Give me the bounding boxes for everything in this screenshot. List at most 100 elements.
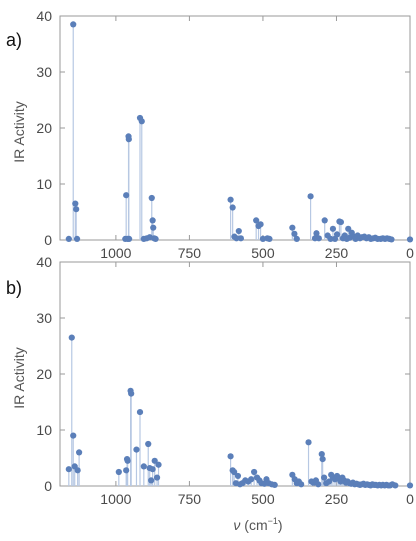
data-point (315, 481, 322, 488)
data-point (68, 334, 75, 341)
data-point (155, 461, 162, 468)
data-point (257, 221, 264, 228)
data-point (237, 235, 244, 242)
data-point (392, 482, 399, 489)
data-point (153, 474, 161, 481)
data-point (149, 466, 156, 473)
y-tick-label: 40 (36, 8, 52, 24)
data-point (227, 196, 234, 203)
data-point (70, 432, 77, 439)
x-tick-label: 750 (178, 491, 202, 507)
data-point (327, 235, 334, 242)
stem-lines (68, 337, 411, 486)
data-point (125, 136, 132, 143)
data-point (123, 467, 130, 474)
x-tick-label: 0 (406, 245, 414, 261)
data-point (231, 468, 238, 476)
data-point (133, 446, 140, 453)
data-point (313, 230, 320, 237)
data-point (289, 224, 296, 231)
data-point (150, 224, 157, 231)
data-point (70, 21, 77, 28)
y-tick-label: 40 (36, 254, 52, 270)
data-point (148, 194, 155, 202)
data-point (319, 456, 326, 463)
data-point (73, 206, 80, 213)
y-tick-label: 0 (44, 232, 52, 248)
y-axis-title: IR Activity (11, 347, 27, 408)
data-point (229, 204, 236, 211)
data-point (145, 440, 152, 448)
data-point (329, 225, 337, 232)
data-point (315, 235, 322, 242)
data-point (65, 235, 72, 242)
data-point (298, 481, 305, 488)
data-point (406, 482, 414, 489)
panel-label: b) (6, 278, 22, 298)
data-point (227, 453, 234, 460)
data-point (234, 472, 242, 480)
data-point (305, 439, 312, 446)
y-tick-label: 20 (36, 366, 52, 382)
chart-panel-b: 0 10 20 30 40 1000 750 500 250 0 IR Activity b) (6, 254, 414, 507)
y-tick-label: 30 (36, 64, 52, 80)
data-point (72, 200, 79, 207)
data-point (128, 390, 135, 397)
data-point (318, 450, 325, 458)
x-axis-title: ν (cm−1) (233, 516, 282, 533)
data-point (152, 235, 159, 242)
data-point (73, 235, 81, 242)
data-point (124, 457, 131, 464)
chart-panel-a: 0 10 20 30 40 1000 750 500 250 0 IR Activity a) (6, 8, 414, 261)
data-point (235, 227, 242, 235)
x-tick-label: 250 (325, 245, 349, 261)
data-points (65, 21, 414, 243)
panel-label: a) (6, 30, 22, 50)
data-point (266, 235, 273, 242)
data-point (248, 476, 255, 483)
data-point (293, 235, 300, 242)
data-point (253, 217, 260, 224)
data-point (233, 235, 240, 242)
data-point (151, 457, 158, 464)
data-point (126, 235, 133, 242)
stem-lines (68, 24, 411, 240)
y-tick-label: 10 (36, 422, 52, 438)
x-axis-variable: ν (233, 517, 240, 533)
data-point (326, 478, 333, 485)
x-tick-label: 500 (251, 491, 275, 507)
data-point (321, 474, 328, 481)
data-point (271, 481, 278, 488)
x-tick-label: 1000 (100, 491, 131, 507)
data-point (148, 477, 155, 484)
data-point (140, 463, 147, 470)
data-point (123, 192, 130, 199)
data-point (138, 118, 145, 125)
data-point (307, 193, 314, 200)
data-point (115, 468, 122, 476)
y-axis-title: IR Activity (11, 101, 27, 162)
data-point (321, 217, 328, 224)
data-point (74, 467, 81, 474)
plot-frame (59, 261, 411, 487)
data-point (76, 449, 83, 456)
data-point (388, 236, 395, 243)
y-tick-label: 10 (36, 176, 52, 192)
x-tick-label: 750 (178, 245, 202, 261)
data-point (149, 217, 156, 224)
x-tick-label: 0 (406, 491, 414, 507)
data-point (333, 231, 341, 238)
data-point (251, 468, 258, 476)
data-point (291, 230, 298, 237)
x-tick-label: 500 (251, 245, 275, 261)
y-tick-label: 30 (36, 310, 52, 326)
data-point (65, 466, 72, 473)
data-point (337, 218, 344, 226)
data-point (136, 408, 144, 416)
data-points (65, 334, 414, 489)
x-axis-unit-exponent: −1 (268, 516, 278, 526)
x-tick-label: 250 (325, 491, 349, 507)
x-axis-unit-close: ) (278, 517, 283, 533)
x-tick-label: 1000 (100, 245, 131, 261)
